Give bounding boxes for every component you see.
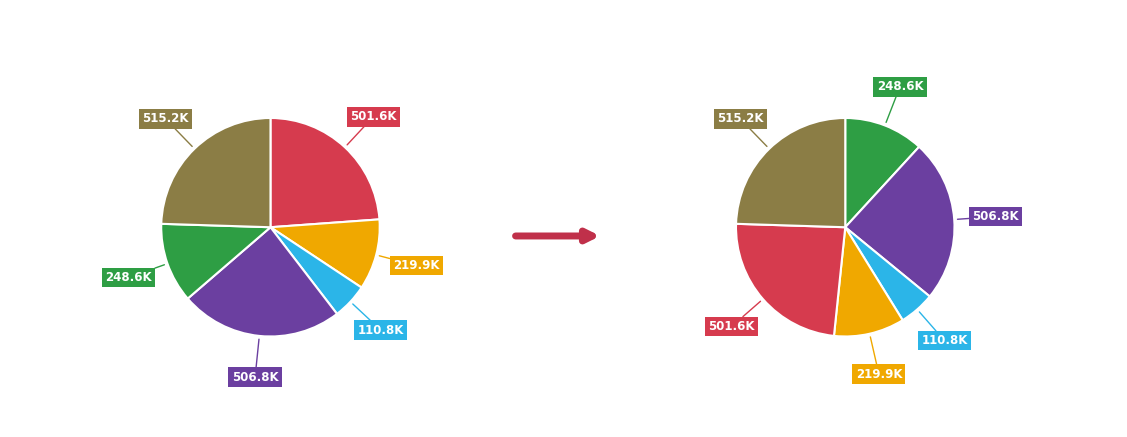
Wedge shape: [736, 224, 845, 336]
Wedge shape: [845, 147, 955, 296]
Text: 219.9K: 219.9K: [855, 337, 902, 381]
Wedge shape: [834, 227, 903, 336]
Text: 501.6K: 501.6K: [347, 111, 397, 145]
FancyArrowPatch shape: [515, 231, 593, 241]
Wedge shape: [188, 227, 337, 336]
Wedge shape: [845, 118, 920, 227]
Text: 248.6K: 248.6K: [105, 265, 165, 284]
Wedge shape: [270, 118, 380, 227]
Text: 506.8K: 506.8K: [958, 210, 1019, 223]
Text: 248.6K: 248.6K: [877, 80, 923, 122]
Text: 219.9K: 219.9K: [380, 256, 440, 272]
Text: 515.2K: 515.2K: [142, 112, 193, 146]
Text: 501.6K: 501.6K: [709, 301, 761, 333]
Wedge shape: [270, 219, 380, 288]
Wedge shape: [161, 224, 270, 298]
Text: 110.8K: 110.8K: [353, 304, 403, 336]
Wedge shape: [845, 227, 930, 320]
Text: 515.2K: 515.2K: [717, 112, 767, 146]
Wedge shape: [270, 227, 362, 314]
Text: 110.8K: 110.8K: [920, 312, 968, 347]
Wedge shape: [161, 118, 270, 227]
Text: 506.8K: 506.8K: [232, 339, 278, 384]
Wedge shape: [736, 118, 845, 227]
